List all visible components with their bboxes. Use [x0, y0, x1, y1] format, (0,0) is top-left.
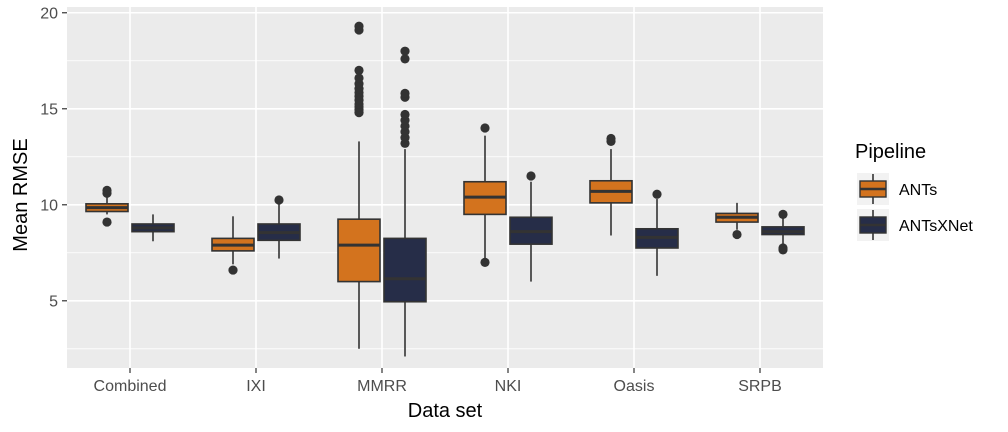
y-axis-title: Mean RMSE: [10, 138, 32, 251]
box-srpb-ants: [715, 202, 759, 240]
outlier-point: [102, 217, 112, 227]
outlier-point: [400, 109, 410, 120]
x-tick-label: NKI: [495, 378, 522, 395]
box-ixi-ants: [211, 216, 255, 275]
x-tick-label: IXI: [246, 378, 266, 395]
outlier-point: [102, 185, 112, 195]
outlier-point: [778, 245, 788, 255]
outlier-point: [606, 133, 616, 144]
legend: Pipeline ANTs ANTsXNet: [855, 141, 973, 241]
legend-items: ANTs ANTsXNet: [857, 173, 973, 241]
outlier-point: [526, 171, 536, 181]
box-mmrr-antsxnet: [383, 46, 427, 357]
legend-title: Pipeline: [855, 141, 926, 163]
outlier-point: [400, 46, 410, 56]
box-nki-antsxnet: [509, 171, 553, 282]
series-ants: [85, 21, 759, 349]
legend-item-antsxnet: ANTsXNet: [857, 209, 973, 241]
box-combined-antsxnet: [131, 214, 175, 242]
outlier-point: [400, 54, 410, 64]
outlier-point: [354, 65, 364, 75]
x-tick-label: SRPB: [738, 378, 782, 395]
legend-label: ANTsXNet: [899, 218, 973, 235]
x-axis: Combined IXI MMRR NKI Oasis SRPB: [94, 368, 782, 395]
outlier-point: [778, 209, 788, 219]
outlier-point: [354, 21, 364, 31]
outlier-point: [480, 123, 490, 133]
y-axis: 5 10 15 20: [40, 5, 67, 310]
y-tick-label: 15: [40, 101, 58, 118]
y-tick-label: 5: [49, 293, 58, 310]
outlier-point: [400, 88, 410, 99]
legend-item-ants: ANTs: [857, 173, 937, 205]
outlier-point: [480, 257, 490, 267]
outlier-point: [354, 73, 364, 83]
box-srpb-antsxnet: [761, 209, 805, 255]
x-tick-label: Combined: [94, 378, 167, 395]
boxes-layer: [85, 21, 805, 357]
series-antsxnet: [131, 46, 805, 357]
box-mmrr-ants: [337, 21, 381, 349]
box-oasis-antsxnet: [635, 189, 679, 276]
legend-label: ANTs: [899, 182, 937, 199]
box-oasis-ants: [589, 133, 633, 236]
outlier-point: [732, 229, 742, 240]
box-iqr: [337, 218, 381, 283]
y-tick-label: 10: [40, 197, 58, 214]
x-tick-label: Oasis: [614, 378, 655, 395]
x-tick-label: MMRR: [357, 378, 407, 395]
box-ixi-antsxnet: [257, 195, 301, 259]
box-combined-ants: [85, 185, 129, 227]
box-iqr: [383, 237, 427, 303]
grid-major: [67, 7, 823, 368]
x-axis-title: Data set: [408, 400, 483, 422]
y-tick-label: 20: [40, 5, 58, 22]
outlier-point: [274, 195, 284, 205]
outlier-point: [652, 189, 662, 199]
box-nki-ants: [463, 123, 507, 267]
grid-minor: [67, 60, 823, 350]
outlier-point: [228, 265, 238, 275]
plot-panel: [67, 7, 823, 368]
